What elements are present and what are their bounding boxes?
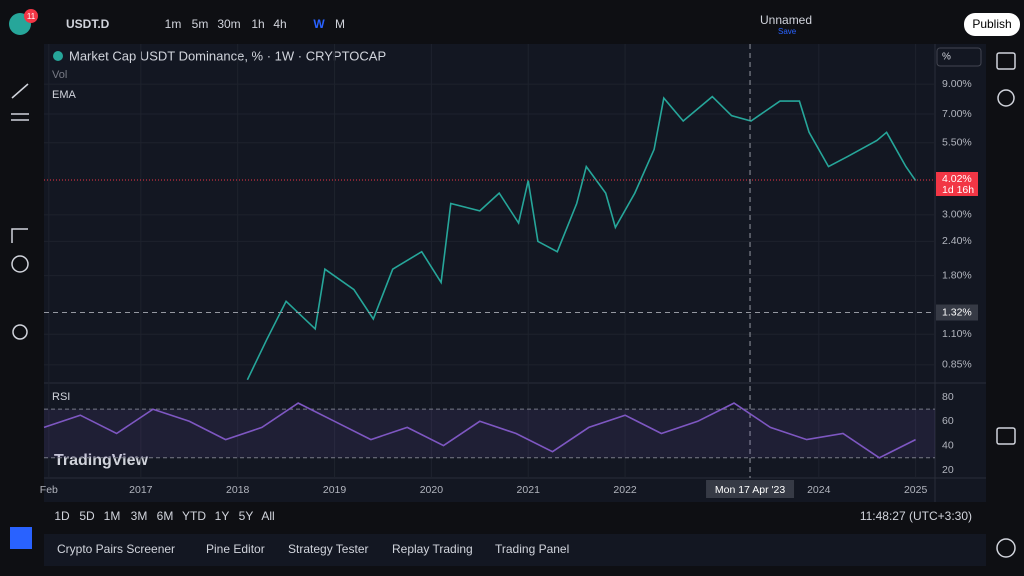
- tab[interactable]: Crypto Pairs Screener: [57, 542, 175, 556]
- range[interactable]: 3M: [131, 509, 148, 523]
- range[interactable]: 6M: [157, 509, 174, 523]
- x-tick-label: 2019: [323, 484, 347, 496]
- range[interactable]: 5D: [79, 509, 95, 523]
- tabs-bar: [44, 534, 986, 566]
- rsi-tick-label: 60: [942, 415, 954, 427]
- rsi-tick-label: 80: [942, 391, 954, 403]
- tab[interactable]: Replay Trading: [392, 542, 473, 556]
- rsi-title: RSI: [52, 391, 70, 403]
- y-tick-label: 2.40%: [942, 235, 972, 247]
- interval[interactable]: M: [335, 17, 345, 31]
- crosshair-x-tag: [706, 480, 795, 498]
- y-tick-label: 5.50%: [942, 136, 972, 148]
- y-tick-label: 1.10%: [942, 328, 972, 340]
- right-toolbar: [996, 52, 1016, 558]
- tab[interactable]: Strategy Tester: [288, 542, 368, 556]
- interval[interactable]: 5m: [192, 17, 209, 31]
- x-tick-label: 2024: [807, 484, 831, 496]
- rsi-band: [44, 409, 935, 458]
- interval[interactable]: 1m: [165, 17, 182, 31]
- x-tick-label: 2017: [129, 484, 153, 496]
- crosshair-y-tag: [936, 304, 978, 321]
- chart-pane: [44, 44, 986, 502]
- calendar[interactable]: [996, 427, 1016, 445]
- symbol[interactable]: USDT.D: [66, 17, 110, 31]
- watermark: TradingView: [54, 452, 149, 469]
- y-tick-label: 0.85%: [942, 359, 972, 371]
- x-tick-label: 2025: [904, 484, 928, 496]
- crosshair-x-label: Mon 17 Apr '23: [715, 484, 785, 496]
- scale-unit-box[interactable]: [936, 47, 982, 67]
- price-line: [246, 95, 917, 381]
- layout-name[interactable]: Unnamed: [760, 13, 812, 27]
- y-tick-label: 9.00%: [942, 78, 972, 90]
- price-line: [43, 402, 916, 459]
- range[interactable]: 1Y: [215, 509, 230, 523]
- text-tool[interactable]: [11, 228, 28, 243]
- x-tick-label: 2021: [517, 484, 541, 496]
- symbol-icon: [53, 51, 63, 61]
- chart-title: Market Cap USDT Dominance, % · 1W · CRYP…: [69, 48, 386, 63]
- publish-label: Publish: [972, 17, 1011, 31]
- trend-tool[interactable]: [11, 83, 29, 99]
- badge-count: 11: [27, 12, 36, 21]
- x-tick-label: 2018: [226, 484, 250, 496]
- interval[interactable]: 4h: [273, 17, 286, 31]
- y-tick-label: 1.80%: [942, 269, 972, 281]
- last-price-label: 4.02%: [942, 173, 972, 185]
- save-label: Save: [778, 27, 797, 36]
- scale-unit: %: [942, 52, 951, 63]
- help[interactable]: [996, 538, 1016, 558]
- x-tick-label: 2020: [420, 484, 444, 496]
- last-price-tag: [936, 171, 978, 196]
- badge: [24, 9, 38, 23]
- interval[interactable]: 30m: [217, 17, 240, 31]
- publish-button[interactable]: [964, 13, 1020, 36]
- crosshair-y-label: 1.32%: [942, 306, 972, 318]
- rsi-tick-label: 20: [942, 464, 954, 476]
- tab[interactable]: Pine Editor: [206, 542, 265, 556]
- indicator-ema[interactable]: EMA: [52, 89, 77, 101]
- emoji-tool[interactable]: [11, 255, 29, 273]
- alerts[interactable]: [997, 89, 1015, 107]
- x-tick-label: Feb: [40, 484, 58, 496]
- range[interactable]: 1M: [104, 509, 121, 523]
- countdown: 1d 16h: [942, 184, 974, 196]
- range[interactable]: 1D: [54, 509, 70, 523]
- tab[interactable]: Trading Panel: [495, 542, 569, 556]
- interval[interactable]: 1h: [251, 17, 264, 31]
- favorites[interactable]: [10, 527, 32, 549]
- y-tick-label: 7.00%: [942, 108, 972, 120]
- interval[interactable]: W: [313, 17, 325, 31]
- range[interactable]: All: [261, 509, 274, 523]
- range[interactable]: YTD: [182, 509, 206, 523]
- indicator-vol[interactable]: Vol: [52, 69, 67, 81]
- clock: 11:48:27 (UTC+3:30): [860, 509, 972, 523]
- x-tick-label: 2022: [613, 484, 637, 496]
- y-tick-label: 3.00%: [942, 209, 972, 221]
- zoom-tool[interactable]: [12, 324, 28, 340]
- range[interactable]: 5Y: [239, 509, 254, 523]
- rsi-tick-label: 40: [942, 439, 954, 451]
- left-toolbar: [10, 83, 32, 549]
- watchlist[interactable]: [996, 52, 1016, 70]
